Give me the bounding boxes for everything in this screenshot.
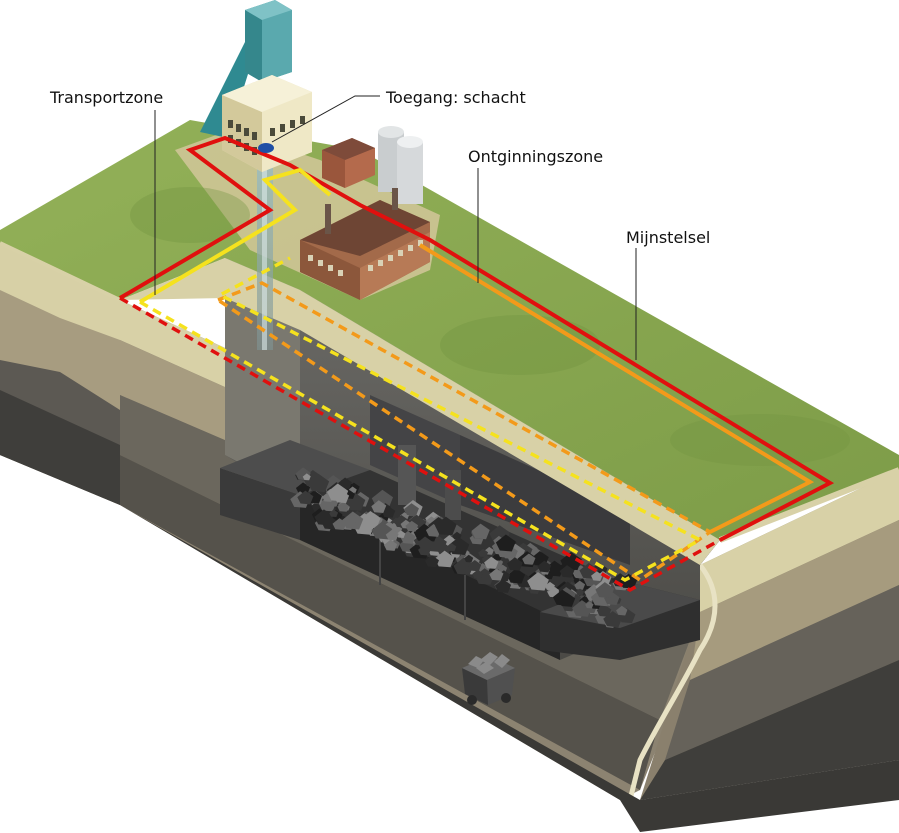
extraction-zone-outline	[217, 243, 815, 583]
coal-lump	[446, 543, 457, 552]
coal-lump	[575, 588, 584, 596]
coal-lump	[329, 509, 339, 518]
coal-lump	[507, 568, 526, 584]
coal-lump	[404, 503, 419, 516]
coal-lump	[297, 490, 314, 505]
coal-lump	[371, 500, 387, 513]
extraction-zone-line-surface	[418, 243, 815, 534]
coal-lump	[468, 559, 482, 572]
mine-cart-icon	[462, 652, 515, 705]
coal-lump	[307, 473, 330, 493]
coal-lump	[616, 605, 628, 616]
transport-zone-line-underground	[139, 256, 704, 582]
coal-lump	[383, 539, 398, 551]
coal-lump	[464, 554, 474, 563]
transport-zone-line-surface	[138, 167, 332, 304]
shaft-access-label: Toegang: schacht	[386, 88, 526, 107]
coal-lump	[560, 551, 582, 571]
coal-lump	[495, 579, 512, 593]
coal-lump	[472, 569, 484, 579]
coal-lump	[489, 568, 504, 581]
block-left-face	[0, 243, 120, 505]
block-base	[0, 455, 899, 832]
coal-lump	[332, 518, 347, 530]
silos	[378, 126, 423, 204]
coal-lump	[591, 571, 603, 581]
coal-lump	[295, 482, 311, 495]
coal-lump	[334, 490, 350, 504]
factory-building	[300, 188, 430, 300]
extraction-zone-label: Ontginningszone	[468, 147, 604, 166]
coal-lump	[478, 548, 489, 558]
coal-lump	[337, 501, 349, 512]
coal-lump	[396, 530, 406, 538]
mine-system-label: Mijnstelsel	[626, 228, 711, 247]
transport-zone-outline	[138, 167, 704, 582]
winding-building	[222, 75, 312, 172]
coal-lump	[506, 557, 523, 571]
coal-lump	[537, 560, 552, 573]
coal-lump	[471, 523, 490, 540]
coal-lump	[346, 513, 358, 523]
block-right-face	[627, 470, 899, 801]
brick-building	[322, 138, 375, 188]
coal-lump	[338, 477, 352, 490]
mine-system-outline	[118, 135, 835, 593]
mine-shaft	[257, 150, 273, 350]
coal-lump	[321, 515, 338, 530]
coal-lump	[574, 580, 586, 590]
coal-lump	[527, 572, 549, 591]
coal-lump	[552, 589, 572, 606]
mine-system-line-surface	[118, 135, 835, 542]
coal-lump	[484, 556, 499, 569]
coal-lump	[559, 565, 575, 578]
headframe-tower	[200, 0, 292, 138]
coal-lump	[619, 573, 638, 589]
coal-lump	[302, 473, 311, 481]
coal-lump	[595, 582, 615, 599]
coal-lump	[495, 534, 516, 552]
mine-system-line-underground	[119, 296, 721, 593]
shaft-access-marker	[258, 143, 274, 153]
leader-lines	[154, 95, 637, 360]
coal-lump	[424, 555, 439, 568]
coal-lump	[381, 506, 396, 518]
transport-zone-label: Transportzone	[50, 88, 164, 107]
coal-lump	[596, 604, 612, 617]
coal-lump	[434, 516, 457, 536]
extraction-zone-line-underground	[217, 281, 714, 583]
coal-lump	[385, 529, 399, 541]
coal-lump	[585, 601, 594, 609]
coal-lump	[434, 550, 455, 568]
coal-lump	[417, 536, 433, 550]
coal-lump	[522, 553, 536, 565]
coal-lump	[544, 581, 555, 591]
coal-lump	[405, 520, 419, 532]
